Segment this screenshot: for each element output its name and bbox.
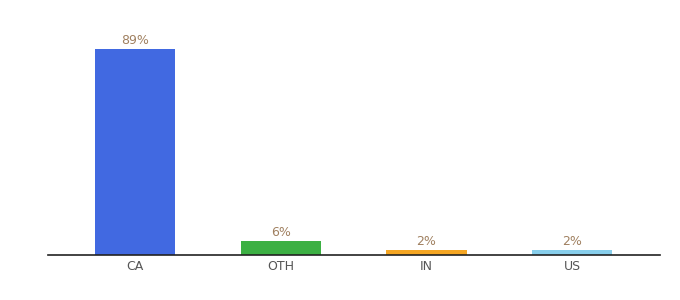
Bar <box>241 241 321 255</box>
Text: 2%: 2% <box>417 235 437 248</box>
Text: 2%: 2% <box>562 235 582 248</box>
Text: 6%: 6% <box>271 226 290 239</box>
Bar <box>532 250 612 255</box>
Bar <box>386 250 466 255</box>
Bar <box>95 50 175 255</box>
Text: 89%: 89% <box>121 34 149 47</box>
